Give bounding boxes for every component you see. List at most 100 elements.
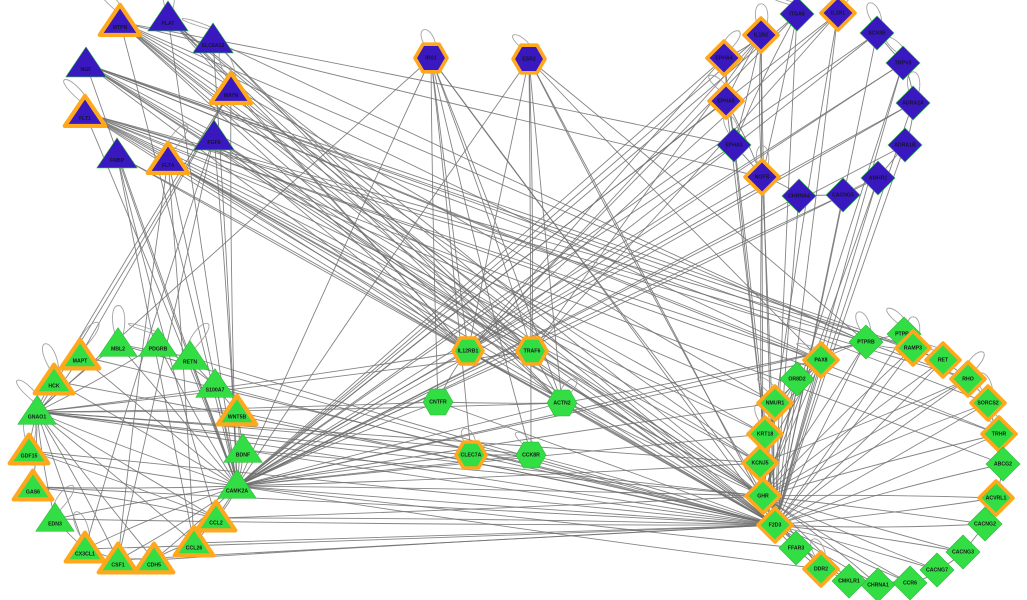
diamond-glyph[interactable] [860, 567, 896, 600]
triangle-glyph[interactable] [96, 541, 140, 575]
diamond-glyph[interactable] [825, 177, 861, 213]
triangle-glyph[interactable] [35, 502, 75, 532]
triangle-glyph[interactable] [193, 119, 235, 151]
network-node-trhr[interactable]: TRHR [980, 415, 1018, 453]
hexagon-glyph[interactable] [515, 336, 549, 366]
network-node-epha3[interactable]: EPHA3 [716, 127, 752, 163]
network-node-s100a7[interactable]: S100A7 [195, 368, 235, 398]
diamond-glyph[interactable] [949, 360, 987, 398]
hexagon-glyph[interactable] [413, 42, 449, 74]
network-node-trpv3[interactable]: TRPV3 [885, 45, 921, 81]
triangle-glyph[interactable] [138, 327, 178, 357]
network-node-ccl2[interactable]: CCL2 [194, 499, 238, 533]
network-node-mbl2[interactable]: MBL2 [98, 327, 138, 357]
diamond-glyph[interactable] [977, 479, 1015, 517]
diamond-glyph[interactable] [924, 341, 962, 379]
diamond-glyph[interactable] [919, 552, 955, 588]
triangle-glyph[interactable] [132, 541, 176, 575]
network-node-gas6[interactable]: GAS6 [11, 468, 55, 502]
diamond-glyph[interactable] [985, 446, 1021, 482]
network-node-traf6[interactable]: TRAF6 [515, 336, 549, 366]
diamond-glyph[interactable] [707, 82, 745, 120]
hexagon-glyph[interactable] [454, 440, 488, 470]
diamond-glyph[interactable] [860, 160, 896, 196]
triangle-glyph[interactable] [98, 327, 138, 357]
hexagon-glyph[interactable] [511, 43, 547, 75]
diamond-glyph[interactable] [802, 550, 840, 588]
triangle-glyph[interactable] [58, 337, 102, 371]
network-node-mtpn[interactable]: MTPN [97, 2, 143, 38]
network-node-matn[interactable]: MATN [208, 70, 254, 106]
triangle-glyph[interactable] [223, 433, 263, 463]
diamond-glyph[interactable] [892, 565, 928, 600]
diamond-glyph[interactable] [969, 384, 1007, 422]
network-node-ffar3[interactable]: FFAR3 [778, 530, 814, 566]
triangle-glyph[interactable] [11, 468, 55, 502]
triangle-glyph[interactable] [215, 393, 259, 427]
diamond-glyph[interactable] [756, 384, 794, 422]
triangle-glyph[interactable] [32, 362, 76, 396]
diamond-glyph[interactable] [743, 158, 781, 196]
hexagon-glyph[interactable] [451, 336, 485, 366]
triangle-glyph[interactable] [62, 93, 108, 129]
triangle-glyph[interactable] [195, 368, 235, 398]
diamond-glyph[interactable] [887, 127, 923, 163]
diamond-glyph[interactable] [779, 361, 815, 397]
triangle-glyph[interactable] [7, 432, 51, 466]
network-node-chrna1[interactable]: CHRNA1 [860, 567, 896, 600]
network-node-il1r2[interactable]: IL1R2 [742, 16, 780, 54]
network-node-esr2[interactable]: ESR2 [511, 43, 547, 75]
diamond-glyph[interactable] [746, 415, 784, 453]
network-node-adra2a[interactable]: ADRA2A [895, 85, 931, 121]
triangle-glyph[interactable] [147, 0, 189, 32]
triangle-glyph[interactable] [172, 524, 216, 558]
diamond-glyph[interactable] [756, 506, 794, 544]
diamond-glyph[interactable] [802, 341, 840, 379]
triangle-glyph[interactable] [170, 340, 210, 370]
triangle-glyph[interactable] [96, 137, 138, 169]
network-node-mapt[interactable]: MAPT [58, 337, 102, 371]
network-node-adra1b[interactable]: ADRA1B [887, 127, 923, 163]
hexagon-glyph[interactable] [515, 441, 547, 469]
network-node-clec7a[interactable]: CLEC7A [454, 440, 488, 470]
network-node-il1r1[interactable]: IL1R1 [819, 0, 857, 32]
hexagon-glyph[interactable] [546, 389, 578, 417]
diamond-glyph[interactable] [705, 39, 743, 77]
diamond-glyph[interactable] [945, 534, 981, 570]
diamond-glyph[interactable] [781, 178, 817, 214]
network-node-chrna4[interactable]: CHRNA4 [781, 178, 817, 214]
triangle-glyph[interactable] [192, 22, 234, 54]
network-node-il12rb1[interactable]: IL12RB1 [451, 336, 485, 366]
diamond-glyph[interactable] [778, 530, 814, 566]
diamond-glyph[interactable] [895, 85, 931, 121]
network-node-ngfr[interactable]: NGFR [743, 158, 781, 196]
hexagon-glyph[interactable] [422, 388, 454, 416]
diamond-glyph[interactable] [894, 329, 932, 367]
diamond-glyph[interactable] [744, 477, 782, 515]
diamond-glyph[interactable] [716, 127, 752, 163]
diamond-glyph[interactable] [980, 415, 1018, 453]
triangle-glyph[interactable] [208, 70, 254, 106]
diamond-glyph[interactable] [967, 506, 1003, 542]
diamond-glyph[interactable] [859, 15, 895, 51]
network-node-edn3[interactable]: EDN3 [35, 502, 75, 532]
diamond-glyph[interactable] [831, 563, 867, 599]
diamond-glyph[interactable] [885, 45, 921, 81]
network-node-irs1[interactable]: IRS1 [413, 42, 449, 74]
diamond-glyph[interactable] [741, 444, 779, 482]
network-node-wnt5b[interactable]: WNT5B [215, 393, 259, 427]
network-node-cacng5[interactable]: CACNG5 [825, 177, 861, 213]
network-node-epha5[interactable]: EPHA5 [707, 82, 745, 120]
network-node-krt18[interactable]: KRT18 [746, 415, 784, 453]
triangle-glyph[interactable] [63, 530, 107, 564]
node-layer[interactable]: MTPNPLATSLC6A12NGFMATNFLT1FGF6FNBPFLT4IR… [7, 0, 1021, 600]
triangle-glyph[interactable] [65, 46, 107, 78]
diamond-glyph[interactable] [848, 324, 884, 360]
network-node-ngf[interactable]: NGF [65, 46, 107, 78]
diamond-glyph[interactable] [742, 16, 780, 54]
triangle-glyph[interactable] [17, 395, 57, 425]
triangle-glyph[interactable] [97, 2, 143, 38]
network-node-cacng3[interactable]: CACNG3 [945, 534, 981, 570]
